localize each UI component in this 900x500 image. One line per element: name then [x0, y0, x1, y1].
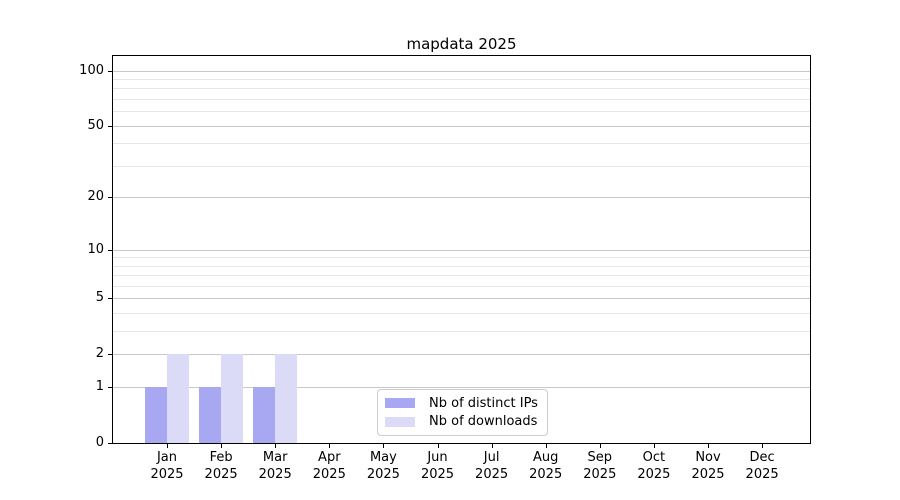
gridline-8: [113, 265, 810, 267]
legend-item-distinct-ips: Nb of distinct IPs: [385, 396, 539, 411]
gridline-2: [113, 354, 810, 356]
x-tick-label-jan: Jan 2025: [150, 450, 184, 482]
y-tick-20: [108, 197, 112, 199]
x-tick-jan: [167, 444, 168, 448]
bar-feb-distinct-ips: [199, 387, 222, 443]
x-tick-label-jun: Jun 2025: [420, 450, 455, 482]
y-tick-label-0: 0: [95, 435, 104, 450]
y-tick-0: [108, 443, 112, 444]
bar-jan-distinct-ips: [145, 387, 167, 443]
x-tick-dec: [762, 444, 764, 448]
x-tick-label-may: May 2025: [366, 450, 400, 482]
gridline-80: [113, 88, 810, 90]
legend-item-downloads: Nb of downloads: [385, 414, 539, 429]
gridline-10: [113, 249, 810, 251]
chart-title: mapdata 2025: [406, 35, 517, 53]
gridline-9: [113, 257, 810, 259]
y-tick-2: [108, 354, 112, 356]
x-tick-label-dec: Dec 2025: [745, 450, 779, 482]
x-tick-mar: [275, 444, 277, 448]
gridline-7: [113, 275, 810, 277]
gridline-50: [113, 125, 810, 127]
y-tick-1: [108, 387, 112, 389]
y-tick-label-50: 50: [87, 117, 104, 133]
y-tick-label-1: 1: [95, 379, 104, 395]
gridline-5: [113, 298, 810, 300]
y-tick-5: [108, 298, 112, 300]
y-tick-label-100: 100: [79, 62, 104, 78]
y-tick-100: [108, 70, 112, 72]
y-tick-label-20: 20: [87, 189, 104, 205]
x-tick-oct: [653, 444, 655, 448]
gridline-70: [113, 99, 810, 100]
y-tick-label-5: 5: [95, 290, 104, 306]
plot-area: [112, 55, 811, 444]
x-tick-label-feb: Feb 2025: [204, 450, 238, 482]
bar-mar-distinct-ips: [253, 387, 276, 443]
legend-label-distinct-ips: Nb of distinct IPs: [429, 395, 538, 411]
x-tick-may: [383, 444, 385, 448]
gridline-6: [113, 286, 810, 287]
x-tick-sep: [599, 444, 601, 448]
x-tick-jun: [437, 444, 439, 448]
gridline-40: [113, 143, 810, 145]
legend-label-downloads: Nb of downloads: [429, 414, 538, 430]
gridline-1: [113, 387, 810, 389]
x-tick-apr: [329, 444, 331, 448]
x-tick-label-jul: Jul 2025: [475, 450, 509, 482]
gridline-60: [113, 111, 810, 113]
y-tick-50: [108, 125, 112, 127]
x-tick-nov: [708, 444, 709, 448]
legend-swatch-downloads-icon: [385, 416, 415, 427]
legend-swatch-distinct-ips-icon: [385, 398, 415, 409]
x-tick-label-apr: Apr 2025: [312, 450, 346, 482]
x-tick-label-aug: Aug 2025: [529, 450, 563, 482]
x-tick-label-oct: Oct 2025: [637, 450, 671, 482]
x-tick-label-sep: Sep 2025: [583, 450, 617, 482]
gridline-100: [113, 70, 810, 72]
bar-mar-downloads: [275, 354, 298, 443]
bar-feb-downloads: [221, 354, 244, 443]
x-tick-aug: [545, 444, 547, 448]
gridline-20: [113, 197, 810, 199]
y-tick-label-10: 10: [87, 241, 104, 257]
gridline-30: [113, 165, 810, 167]
x-tick-label-mar: Mar 2025: [258, 450, 292, 482]
bar-jan-downloads: [167, 354, 189, 443]
x-tick-feb: [221, 444, 223, 448]
gridline-4: [113, 313, 810, 315]
gridline-90: [113, 79, 810, 80]
y-tick-10: [108, 249, 112, 251]
x-tick-label-nov: Nov 2025: [691, 450, 725, 482]
y-tick-label-2: 2: [95, 346, 104, 362]
legend: Nb of distinct IPs Nb of downloads: [377, 389, 548, 436]
x-tick-jul: [491, 444, 493, 448]
gridline-3: [113, 331, 810, 333]
